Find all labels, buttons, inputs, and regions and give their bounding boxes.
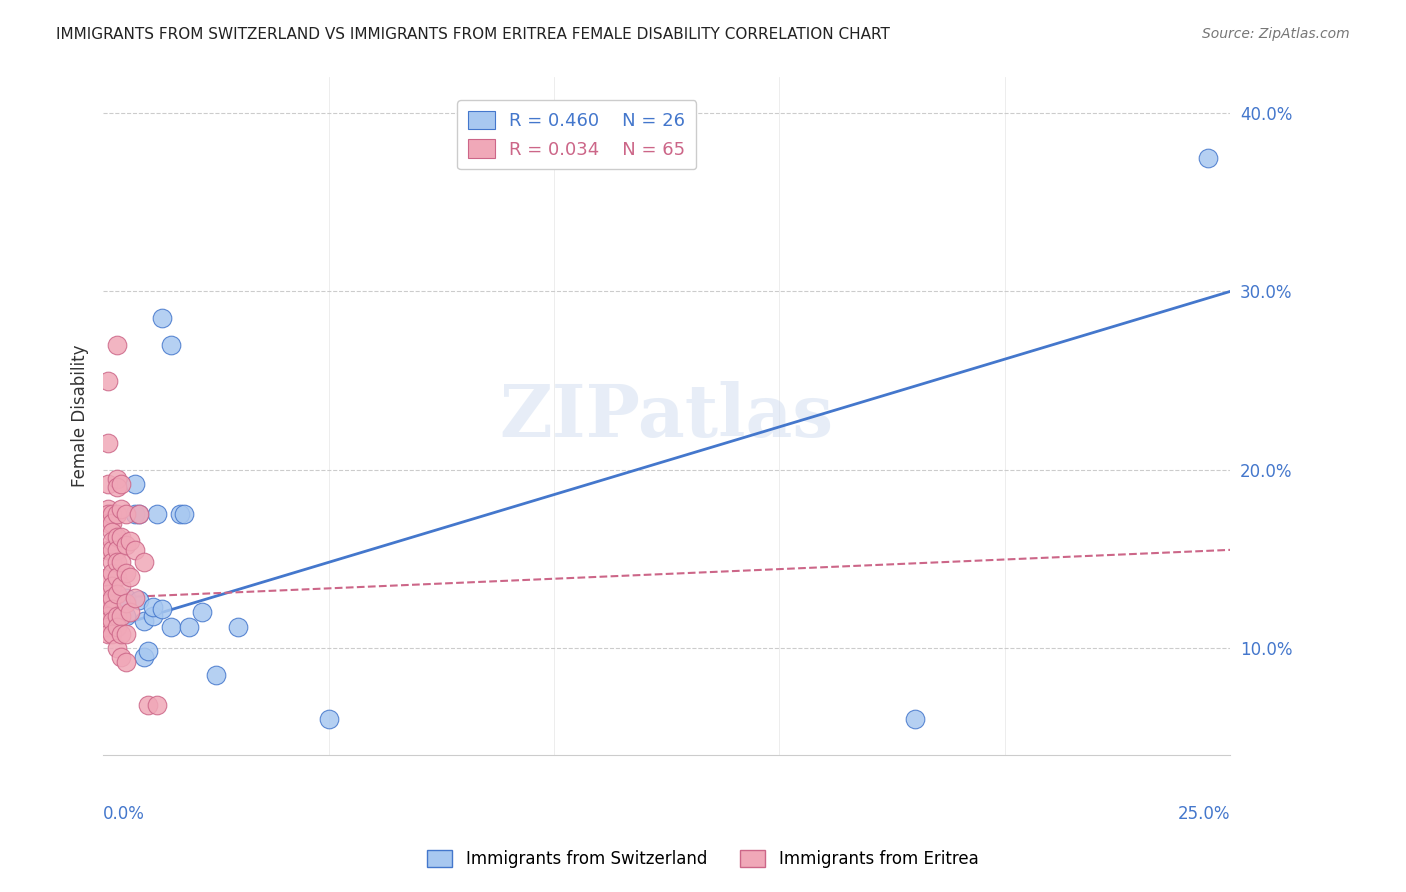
Point — [114, 655, 136, 669]
Point — [97, 596, 120, 610]
Point — [101, 542, 124, 557]
Legend: Immigrants from Switzerland, Immigrants from Eritrea: Immigrants from Switzerland, Immigrants … — [420, 843, 986, 875]
Text: Source: ZipAtlas.com: Source: ZipAtlas.com — [1202, 27, 1350, 41]
Point — [97, 476, 120, 491]
Point — [128, 507, 150, 521]
Point — [114, 596, 136, 610]
Point — [101, 614, 124, 628]
Point — [97, 614, 120, 628]
Point — [142, 608, 165, 623]
Point — [105, 530, 128, 544]
Point — [124, 507, 146, 521]
Point — [150, 311, 173, 326]
Point — [97, 542, 120, 557]
Point — [101, 507, 124, 521]
Point — [97, 569, 120, 583]
Point — [97, 626, 120, 640]
Point — [97, 619, 120, 633]
Point — [105, 569, 128, 583]
Text: ZIPatlas: ZIPatlas — [499, 381, 834, 451]
Point — [91, 614, 114, 628]
Point — [146, 698, 169, 712]
Point — [101, 516, 124, 530]
Point — [142, 599, 165, 614]
Point — [124, 591, 146, 605]
Point — [114, 626, 136, 640]
Point — [318, 712, 340, 726]
Point — [132, 614, 155, 628]
Point — [105, 555, 128, 569]
Point — [105, 542, 128, 557]
Point — [110, 649, 132, 664]
Point — [120, 533, 142, 548]
Point — [110, 555, 132, 569]
Y-axis label: Female Disability: Female Disability — [72, 345, 89, 487]
Point — [97, 507, 120, 521]
Point — [132, 649, 155, 664]
Point — [105, 338, 128, 352]
Point — [114, 507, 136, 521]
Point — [91, 608, 114, 623]
Point — [173, 507, 195, 521]
Point — [101, 591, 124, 605]
Point — [105, 507, 128, 521]
Point — [110, 578, 132, 592]
Point — [101, 524, 124, 539]
Point — [91, 619, 114, 633]
Point — [101, 601, 124, 615]
Point — [101, 626, 124, 640]
Point — [124, 476, 146, 491]
Point — [146, 507, 169, 521]
Point — [105, 640, 128, 655]
Point — [159, 619, 181, 633]
Point — [105, 471, 128, 485]
Point — [128, 592, 150, 607]
Point — [91, 605, 114, 619]
Text: IMMIGRANTS FROM SWITZERLAND VS IMMIGRANTS FROM ERITREA FEMALE DISABILITY CORRELA: IMMIGRANTS FROM SWITZERLAND VS IMMIGRANT… — [56, 27, 890, 42]
Point — [114, 566, 136, 580]
Point — [228, 619, 250, 633]
Point — [132, 555, 155, 569]
Text: 25.0%: 25.0% — [1178, 805, 1230, 822]
Point — [105, 480, 128, 494]
Legend: R = 0.460    N = 26, R = 0.034    N = 65: R = 0.460 N = 26, R = 0.034 N = 65 — [457, 100, 696, 169]
Point — [97, 436, 120, 450]
Point — [101, 555, 124, 569]
Point — [97, 374, 120, 388]
Point — [136, 644, 159, 658]
Point — [101, 533, 124, 548]
Point — [110, 530, 132, 544]
Point — [110, 476, 132, 491]
Point — [97, 516, 120, 530]
Point — [110, 626, 132, 640]
Point — [114, 594, 136, 608]
Point — [114, 608, 136, 623]
Point — [120, 569, 142, 583]
Point — [904, 712, 927, 726]
Point — [120, 605, 142, 619]
Point — [101, 566, 124, 580]
Point — [114, 537, 136, 551]
Point — [191, 605, 214, 619]
Point — [128, 507, 150, 521]
Point — [97, 587, 120, 601]
Point — [1197, 151, 1219, 165]
Text: 0.0%: 0.0% — [103, 805, 145, 822]
Point — [169, 507, 191, 521]
Point — [136, 698, 159, 712]
Point — [105, 608, 128, 623]
Point — [205, 667, 228, 681]
Point — [97, 608, 120, 623]
Point — [110, 608, 132, 623]
Point — [105, 587, 128, 601]
Point — [150, 601, 173, 615]
Point — [97, 501, 120, 516]
Point — [114, 591, 136, 605]
Point — [177, 619, 200, 633]
Point — [110, 501, 132, 516]
Point — [124, 542, 146, 557]
Point — [105, 619, 128, 633]
Point — [159, 338, 181, 352]
Point — [101, 578, 124, 592]
